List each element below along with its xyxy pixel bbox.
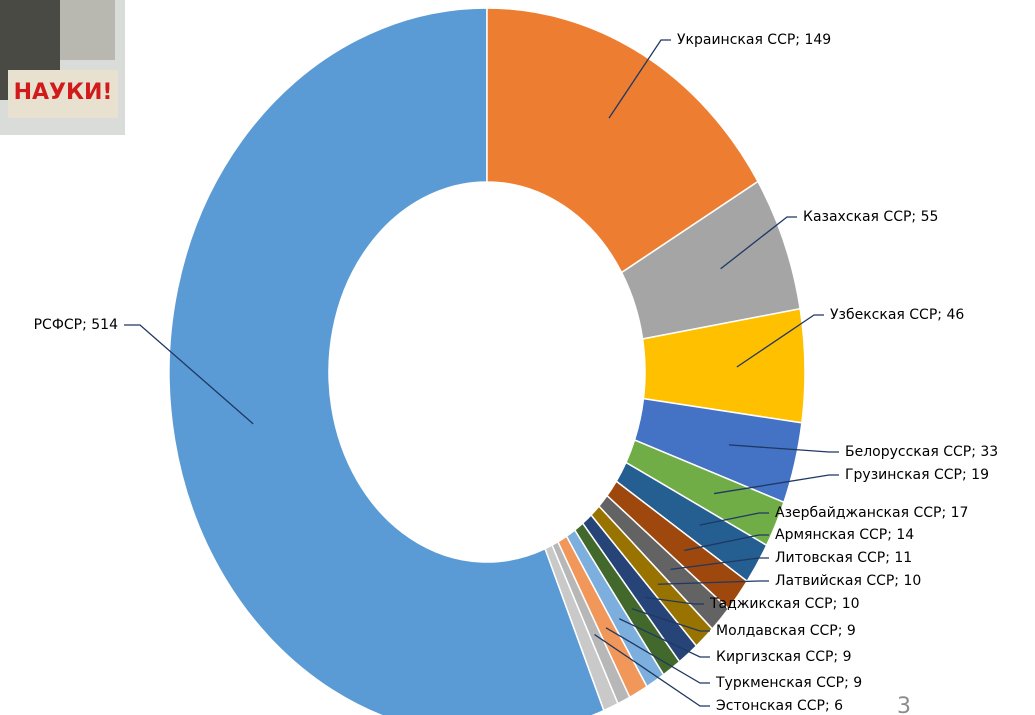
leader-line — [728, 444, 839, 453]
data-label: Казахская ССР; 55 — [803, 209, 938, 225]
slice — [168, 7, 605, 715]
leader-line — [644, 596, 704, 605]
data-label: РСФСР; 514 — [34, 317, 118, 333]
data-label: Украинская ССР; 149 — [677, 32, 831, 48]
data-label: Киргизская ССР; 9 — [716, 649, 852, 665]
leader-line — [657, 580, 769, 585]
leader-line — [631, 608, 710, 632]
slice — [486, 7, 759, 274]
poster-photo — [60, 0, 115, 60]
poster-panel — [8, 70, 118, 118]
data-label: Латвийская ССР; 10 — [775, 573, 921, 589]
data-label: Эстонская ССР; 6 — [716, 698, 843, 714]
data-label: Таджикская ССР; 10 — [709, 596, 860, 612]
leader-line — [699, 512, 769, 526]
data-label: Литовская ССР; 11 — [775, 550, 912, 566]
leader-line — [124, 324, 254, 425]
poster-text: НАУКИ! — [14, 80, 113, 105]
data-label: Молдавская ССР; 9 — [716, 623, 856, 639]
data-label: Грузинская ССР; 19 — [845, 467, 989, 483]
donut-chart: РСФСР; 514 Украинская ССР; 149 Казахская С… — [34, 7, 998, 715]
leader-line — [608, 39, 671, 119]
data-label: Узбекская ССР; 46 — [830, 307, 964, 323]
leader-line — [736, 314, 824, 368]
slice — [544, 544, 619, 712]
leader-line — [713, 474, 839, 495]
data-label: Азербайджанская ССР; 17 — [775, 505, 968, 521]
data-label: Армянская ССР; 14 — [775, 527, 914, 543]
leader-line — [720, 216, 797, 270]
leader-line — [670, 557, 769, 571]
poster-fragment: НАУКИ! — [0, 0, 125, 135]
leader-line — [594, 634, 710, 707]
leader-line — [619, 618, 710, 658]
leader-line — [605, 627, 710, 684]
slide-number: 3 — [897, 694, 911, 715]
data-label: Белорусская ССР; 33 — [845, 444, 998, 460]
leader-line — [684, 534, 769, 552]
data-label: Туркменская ССР; 9 — [715, 675, 862, 691]
